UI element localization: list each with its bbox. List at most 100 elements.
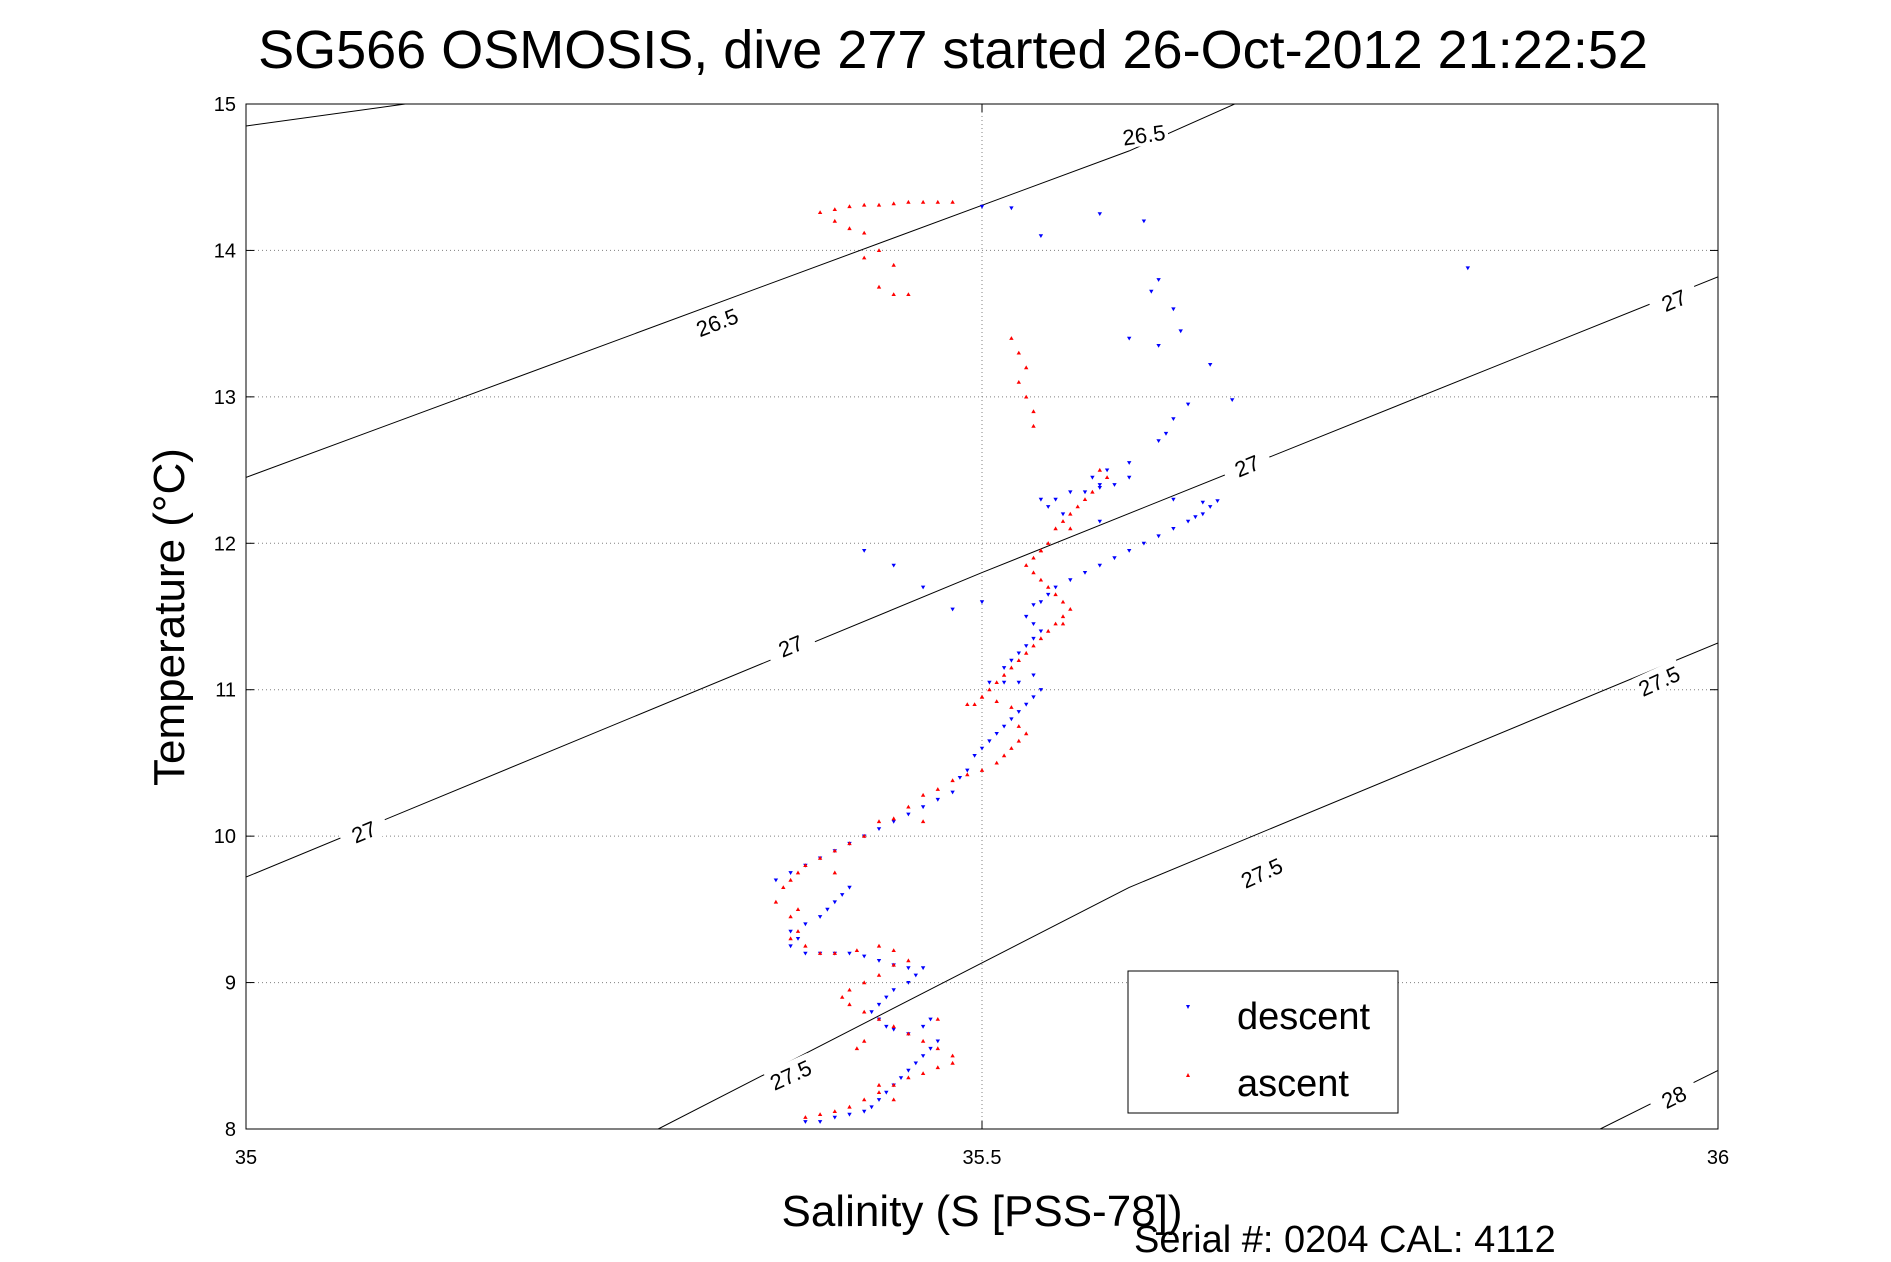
density-contour-line (246, 276, 1718, 878)
ascent-point (854, 1046, 860, 1051)
descent-point (788, 871, 793, 875)
contour-label-background (1234, 850, 1289, 893)
descent-point (876, 959, 882, 963)
descent-point (1171, 307, 1176, 312)
ascent-point (862, 1009, 867, 1014)
ascent-point (1016, 738, 1021, 743)
ascent-point (795, 929, 801, 933)
descent-point (1038, 497, 1044, 502)
ascent-point (862, 230, 867, 235)
ascent-point (979, 694, 985, 699)
ascent-point (906, 1075, 911, 1080)
ascent-point (788, 877, 793, 882)
y-tick-label: 15 (214, 94, 236, 116)
descent-point (1001, 680, 1007, 685)
descent-point (891, 563, 896, 568)
ascent-point (950, 778, 955, 783)
ascent-point (950, 1053, 955, 1058)
descent-point (906, 966, 911, 971)
descent-point (1024, 644, 1029, 648)
ascent-point (803, 943, 808, 948)
descent-point (1024, 702, 1029, 707)
ascent-point (1090, 489, 1095, 494)
ascent-point (847, 1002, 852, 1007)
ascent-point (920, 819, 926, 824)
ascent-point (1031, 555, 1036, 560)
ascent-point (1097, 467, 1102, 472)
ascent-point (876, 1017, 882, 1021)
ascent-point (1046, 541, 1051, 545)
ascent-point (876, 1090, 882, 1094)
ascent-point (972, 702, 977, 706)
ascent-point (1060, 519, 1066, 523)
contour-label-background (763, 1053, 818, 1095)
ascent-point (1038, 548, 1044, 553)
contour-label-background (689, 301, 744, 342)
descent-point (1009, 717, 1014, 722)
descent-point (1127, 461, 1132, 465)
descent-point (876, 1098, 882, 1102)
ascent-point (854, 948, 860, 952)
descent-point (1149, 289, 1154, 294)
ascent-point (788, 936, 793, 941)
ascent-point (840, 995, 845, 999)
descent-point (913, 973, 918, 978)
ascent-point (994, 699, 999, 703)
descent-point (1068, 578, 1073, 583)
ascent-point (795, 870, 801, 875)
ascent-point (1046, 585, 1051, 589)
ascent-point (862, 833, 867, 838)
descent-point (1141, 219, 1147, 224)
descent-point (891, 819, 896, 824)
descent-point (1185, 519, 1191, 524)
ascent-point (994, 760, 999, 765)
descent-point (847, 1112, 852, 1117)
ascent-point (862, 1038, 867, 1043)
ascent-point (1001, 753, 1007, 758)
descent-point (1038, 629, 1044, 634)
descent-point (1127, 549, 1132, 553)
descent-point (1031, 622, 1036, 626)
ascent-point (935, 1017, 940, 1021)
descent-point (1230, 398, 1235, 402)
descent-point (987, 680, 992, 685)
descent-point (1068, 490, 1073, 495)
x-axis-label: Salinity (S [PSS-78]) (781, 1187, 1182, 1236)
contour-label-background (1219, 444, 1274, 485)
grid-lines (246, 104, 1718, 1129)
x-tick-label: 35.5 (963, 1147, 1002, 1169)
ascent-point (803, 863, 808, 867)
ascent-point (788, 914, 793, 919)
ascent-point (906, 804, 911, 809)
descent-point (1038, 234, 1044, 238)
descent-point (869, 1010, 874, 1015)
ascent-point (891, 262, 896, 267)
ascent-point (876, 284, 882, 289)
descent-point (965, 768, 970, 773)
descent-point (832, 900, 837, 905)
y-tick-label: 14 (214, 240, 236, 262)
descent-point (1053, 497, 1058, 502)
ascent-point (891, 1024, 896, 1029)
ascent-point (891, 1097, 896, 1102)
descent-point (1001, 724, 1007, 729)
descent-point (1112, 483, 1117, 487)
legend-descent-label: descent (1237, 996, 1371, 1038)
ascent-point (832, 951, 837, 955)
ascent-point (795, 907, 801, 911)
ascent-point (817, 1112, 823, 1116)
ascent-point (950, 199, 955, 204)
y-tick-label: 12 (214, 533, 236, 555)
ascent-point (891, 816, 896, 821)
descent-point (1104, 468, 1110, 473)
ascent-point (832, 870, 837, 875)
descent-point (1082, 571, 1088, 575)
descent-point (1156, 439, 1161, 443)
contour-label-background (1631, 659, 1686, 701)
descent-point (928, 1017, 933, 1022)
descent-point (825, 907, 830, 912)
ascent-point (935, 1065, 940, 1070)
ascent-point (906, 958, 911, 963)
descent-point (817, 915, 823, 919)
descent-point (788, 944, 793, 949)
